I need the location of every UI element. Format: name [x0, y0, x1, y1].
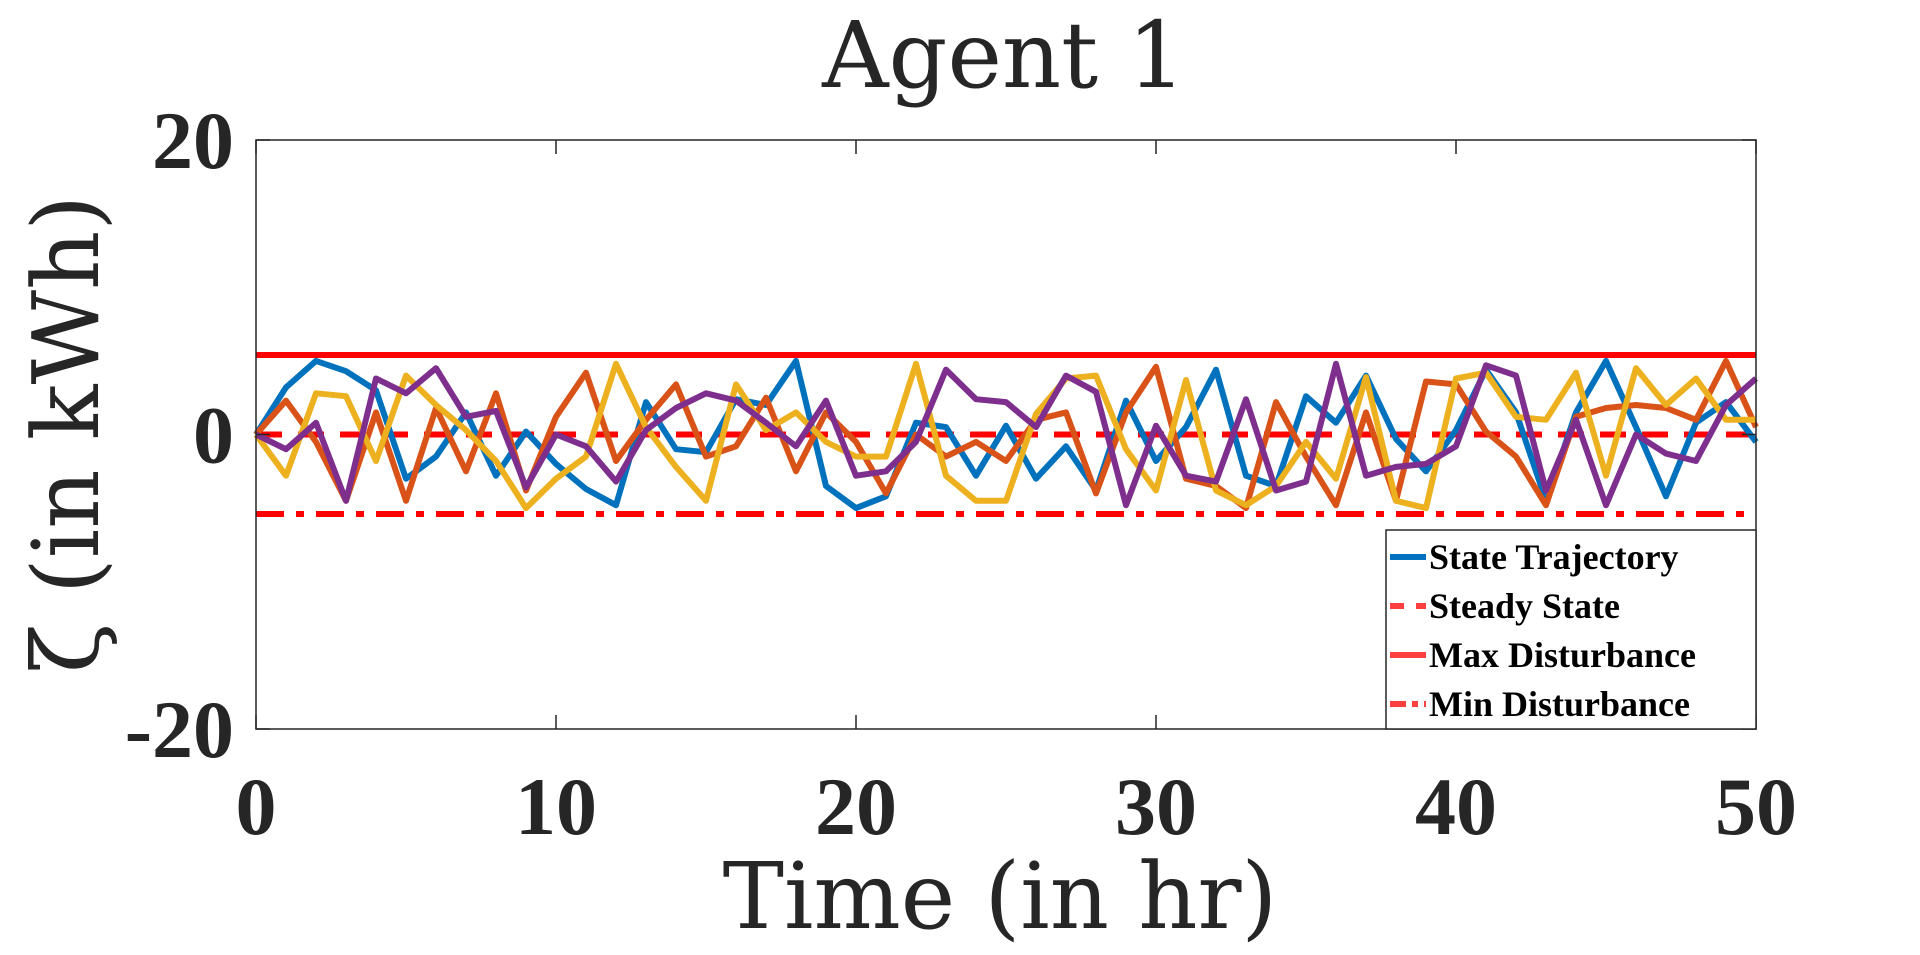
x-axis-label: Time (in hr) [723, 843, 1278, 950]
y-tick-label: 0 [193, 390, 234, 481]
x-tick-label: 0 [236, 761, 277, 852]
series-line-3 [253, 360, 1756, 512]
y-tick-label: 20 [152, 95, 234, 186]
x-tick-label: 20 [815, 761, 897, 852]
x-tick-label: 40 [1415, 761, 1497, 852]
x-tick-label: 30 [1115, 761, 1197, 852]
x-tick-label: 50 [1715, 761, 1797, 852]
legend-box [1385, 529, 1757, 730]
legend-entry-label: Min Disturbance [1429, 684, 1690, 724]
chart-title: Agent 1 [821, 2, 1186, 109]
series-line-4 [254, 360, 1758, 509]
y-tick-label: -20 [125, 684, 234, 775]
legend-entry-label: Max Disturbance [1429, 635, 1696, 675]
series-line-2 [253, 357, 1759, 512]
x-tick-label: 10 [515, 761, 597, 852]
legend-entry-label: Steady State [1429, 586, 1620, 626]
legend-entry-label: State Trajectory [1429, 537, 1679, 577]
y-axis-label: ζ (in kWh) [13, 195, 120, 673]
